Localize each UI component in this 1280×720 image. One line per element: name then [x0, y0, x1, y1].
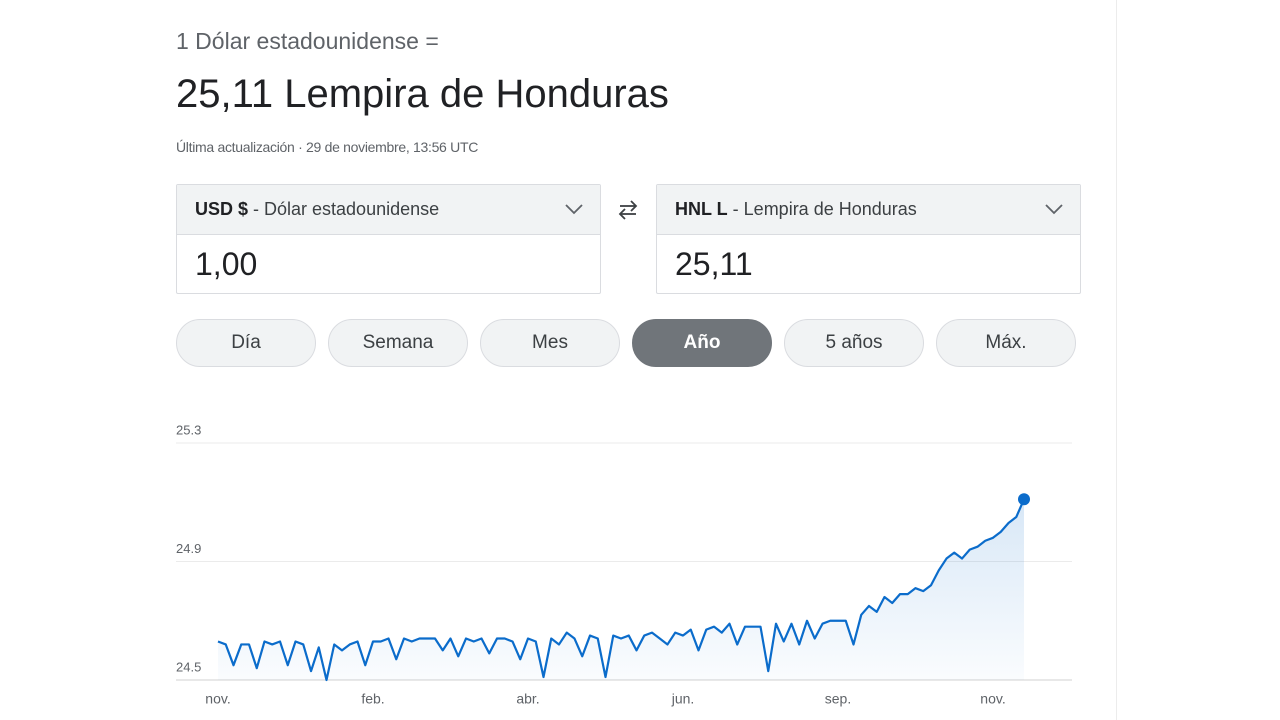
range-button[interactable]: Año: [632, 319, 772, 367]
range-button[interactable]: Semana: [328, 319, 468, 367]
range-button[interactable]: Día: [176, 319, 316, 367]
rate-subtitle: 1 Dólar estadounidense =: [176, 28, 439, 54]
from-code: USD $: [195, 199, 249, 219]
swap-icon[interactable]: [616, 198, 640, 222]
from-selector[interactable]: USD $ - Dólar estadounidense: [177, 185, 600, 235]
range-button[interactable]: Mes: [480, 319, 620, 367]
y-tick-label: 24.9: [176, 541, 201, 556]
x-tick-label: nov.: [980, 691, 1005, 707]
from-currency: USD $ - Dólar estadounidense 1,00: [176, 184, 601, 294]
dropdown-chevron: [565, 204, 583, 215]
to-code: HNL L: [675, 199, 728, 219]
from-amount[interactable]: 1,00: [195, 246, 258, 282]
from-name: - Dólar estadounidense: [253, 199, 440, 219]
range-button[interactable]: Máx.: [936, 319, 1076, 367]
area: [218, 499, 1024, 680]
to-currency: HNL L- Lempira de Honduras 25,11: [656, 184, 1081, 294]
to-name: - Lempira de Honduras: [732, 199, 917, 219]
to-amount[interactable]: 25,11: [675, 246, 753, 282]
divider: [1116, 0, 1117, 720]
line: [217, 498, 1026, 682]
rate-title: 25,11 Lempira de Honduras: [176, 72, 669, 116]
x-tick-label: feb.: [361, 691, 384, 707]
x-tick-label: sep.: [825, 691, 851, 707]
last-updated: Última actualización · 29 de noviembre, …: [176, 139, 479, 155]
last-point: [1018, 493, 1030, 506]
range-button[interactable]: 5 años: [784, 319, 924, 367]
to-selector[interactable]: HNL L- Lempira de Honduras: [657, 185, 1080, 235]
y-tick-label: 25.3: [176, 422, 201, 437]
y-tick-label: 24.5: [176, 659, 201, 674]
x-tick-label: jun.: [671, 691, 695, 707]
chart: 24.5 24.9 25.3 nov. feb. abr. jun. sep. nov.: [176, 422, 1072, 707]
dropdown-chevron: [1045, 204, 1063, 215]
x-tick-label: abr.: [516, 691, 539, 707]
x-tick-label: nov.: [205, 691, 230, 707]
